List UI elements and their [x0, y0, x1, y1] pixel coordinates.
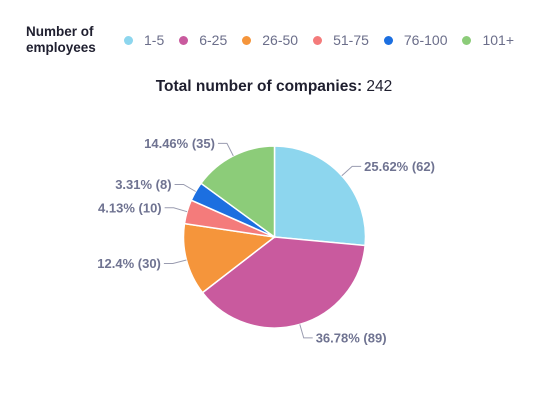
- legend-label: 26-50: [262, 32, 299, 48]
- label-connector: [164, 207, 188, 213]
- legend-label: 76-100: [403, 32, 448, 48]
- legend-dot: [383, 35, 393, 45]
- pie-slice-1-5[interactable]: [273, 145, 367, 247]
- legend-label: 51-75: [333, 32, 369, 48]
- label-connector: [299, 324, 313, 339]
- slice-label: 12.4% (30): [97, 256, 161, 271]
- legend-label: 1-5: [144, 32, 165, 48]
- slice-labels: 25.62% (62) 36.78% (89) 12.4% (30) 4.13% (1…: [97, 136, 435, 345]
- legend-dot: [124, 35, 133, 45]
- legend-item-26-50[interactable]: 26-50: [242, 32, 298, 48]
- legend: Number of employees 1-5 6-25 26-50 51-75…: [26, 24, 538, 56]
- pie-slice-26-50[interactable]: [182, 222, 277, 294]
- label-connectors: [163, 142, 362, 339]
- slice-label: 3.31% (8): [115, 177, 171, 192]
- legend-item-76-100[interactable]: 76-100: [383, 32, 448, 48]
- legend-item-51-75[interactable]: 51-75: [313, 32, 369, 48]
- label-connector: [174, 184, 196, 192]
- slice-label: 25.62% (62): [364, 159, 435, 174]
- legend-dot: [179, 35, 189, 45]
- pie-slice-101-plus[interactable]: [199, 145, 276, 239]
- legend-item-101-plus[interactable]: 101+: [462, 32, 514, 48]
- slice-label: 4.13% (10): [98, 200, 162, 215]
- legend-item-1-5[interactable]: 1-5: [124, 32, 164, 48]
- slice-label: 36.78% (89): [316, 330, 387, 345]
- chart-title-label: Total number of companies:: [155, 78, 363, 95]
- legend-label: 6-25: [199, 32, 228, 48]
- label-connector: [341, 165, 362, 177]
- legend-dot: [462, 35, 472, 45]
- legend-dot: [313, 35, 323, 45]
- legend-dot: [242, 35, 252, 45]
- legend-item-6-25[interactable]: 6-25: [179, 32, 227, 48]
- label-connector: [163, 259, 187, 264]
- legend-title: Number of employees: [26, 24, 96, 55]
- legend-label: 101+: [482, 32, 515, 48]
- chart-title-total: 242: [366, 78, 393, 95]
- label-connector: [217, 142, 234, 157]
- chart-title: Total number of companies: 242: [0, 78, 548, 96]
- slice-label: 14.46% (35): [144, 136, 215, 151]
- pie-slices: [182, 145, 367, 329]
- pie-slice-6-25[interactable]: [201, 236, 366, 329]
